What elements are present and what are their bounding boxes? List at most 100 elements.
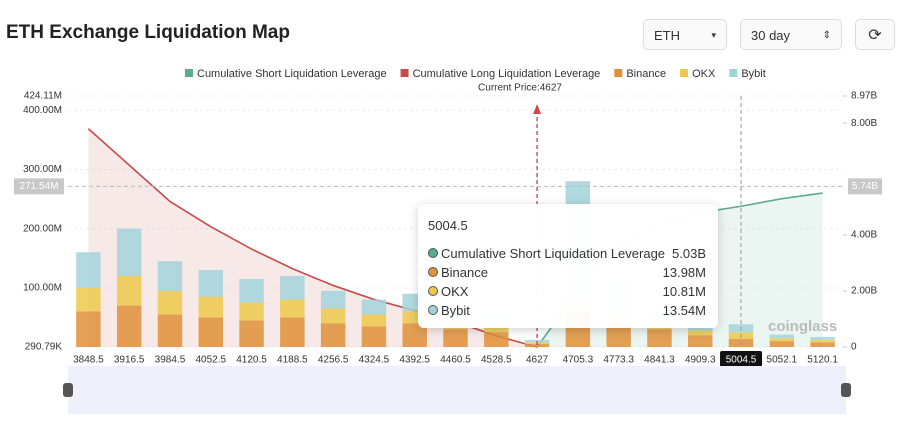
period-select[interactable]: 30 day ⇕ xyxy=(740,19,842,50)
current-price-arrow xyxy=(533,104,542,114)
page-title: ETH Exchange Liquidation Map xyxy=(6,22,290,43)
zoom-handle xyxy=(63,383,73,397)
x-tick-label: 4256.5 xyxy=(318,355,349,366)
bar xyxy=(361,326,387,347)
crosshair-y-label: 271.54M xyxy=(20,181,59,192)
y-tick-label: 100.00M xyxy=(23,283,62,294)
bar xyxy=(484,332,509,347)
tooltip-dot xyxy=(428,267,438,277)
bar xyxy=(443,329,468,347)
bar xyxy=(810,342,835,347)
legend-label: Cumulative Long Liquidation Leverage xyxy=(413,68,601,80)
legend-swatch xyxy=(185,69,193,77)
legend-label: Cumulative Short Liquidation Leverage xyxy=(197,68,387,80)
tooltip-row: OKX 10.81M xyxy=(428,284,706,302)
bar xyxy=(280,317,305,347)
x-tick-label: 3916.5 xyxy=(114,355,145,366)
bar xyxy=(116,275,142,306)
bar xyxy=(647,329,672,347)
legend-label: OKX xyxy=(692,68,716,80)
legend-swatch xyxy=(614,69,623,77)
bar xyxy=(116,228,142,276)
bar xyxy=(157,261,183,291)
bar xyxy=(76,287,101,312)
y2-tick-label: 0 xyxy=(851,342,857,353)
bar xyxy=(810,339,835,343)
crosshair-y2-label: 5.74B xyxy=(852,181,878,192)
zoom-handle xyxy=(841,383,851,397)
period: 30 day xyxy=(751,28,791,43)
bar xyxy=(810,336,835,340)
y-tick-label: 200.00M xyxy=(23,223,62,234)
x-tick-label: 4909.3 xyxy=(685,355,716,366)
bar xyxy=(116,305,142,347)
bar xyxy=(769,334,795,339)
x-tick-label: 3984.5 xyxy=(155,355,186,366)
bar xyxy=(239,278,264,303)
bar xyxy=(76,252,101,288)
bar xyxy=(728,338,754,347)
x-tick-label: 5004.5 xyxy=(726,355,757,366)
legend-swatch xyxy=(729,69,738,77)
x-tick-label: 4627 xyxy=(526,355,549,366)
x-tick-label: 4841.3 xyxy=(644,355,675,366)
tooltip-dot xyxy=(428,305,438,315)
bar xyxy=(239,302,264,321)
x-tick-label: 4773.3 xyxy=(603,355,634,366)
caret: ▾ xyxy=(711,30,716,40)
bar xyxy=(157,290,183,315)
tooltip-value: 10.81M xyxy=(662,284,706,299)
y2-tick-label: 8.00B xyxy=(851,118,877,129)
x-tick-label: 4705.3 xyxy=(563,355,594,366)
legend-swatch xyxy=(680,69,689,77)
symbol: ETH xyxy=(654,28,680,43)
symbol-select[interactable]: ETH ▾ xyxy=(643,19,727,50)
tooltip-name: Bybit xyxy=(441,303,470,318)
x-tick-label: 4392.5 xyxy=(399,355,430,366)
x-highlight-box xyxy=(720,351,763,368)
tooltip-row: Binance 13.98M xyxy=(428,265,706,283)
annotation: Current Price:4627 xyxy=(478,83,562,94)
tooltip-dot xyxy=(428,248,438,258)
y-tick-label: 290.79K xyxy=(25,342,63,353)
tooltip-dot xyxy=(428,286,438,296)
legend-label: Bybit xyxy=(741,68,765,80)
bar xyxy=(76,311,101,347)
legend-swatch xyxy=(400,69,409,77)
y-tick-label: 424.11M xyxy=(24,91,62,102)
bar xyxy=(524,339,550,343)
bar xyxy=(728,324,754,333)
refresh-button[interactable]: ⟳ xyxy=(855,19,895,50)
bar xyxy=(769,338,795,342)
bar xyxy=(524,342,550,345)
crosshair-y-box xyxy=(14,178,64,195)
data-zoom xyxy=(68,366,846,414)
bar xyxy=(361,299,387,315)
x-tick-label: 4324.5 xyxy=(359,355,390,366)
tooltip-value: 5.03B xyxy=(672,246,706,261)
bar xyxy=(769,341,795,347)
tooltip-row: Bybit 13.54M xyxy=(428,303,706,321)
x-tick-label: 4052.5 xyxy=(195,355,226,366)
y2-tick-label: 4.00B xyxy=(851,230,877,241)
tooltip-title: 5004.5 xyxy=(428,218,468,233)
caret: ⇕ xyxy=(822,30,831,41)
tooltip-row: Cumulative Short Liquidation Leverage 5.0… xyxy=(428,246,706,264)
bar xyxy=(728,332,754,339)
bar xyxy=(198,296,223,318)
x-tick-label: 4120.5 xyxy=(236,355,267,366)
bar xyxy=(280,275,305,300)
tooltip-value: 13.98M xyxy=(662,265,706,280)
bar xyxy=(157,314,183,347)
bar xyxy=(320,323,346,347)
tooltip-name: OKX xyxy=(441,284,469,299)
bar xyxy=(239,320,264,347)
x-tick-label: 5120.1 xyxy=(807,355,838,366)
tooltip-name: Binance xyxy=(441,265,488,280)
bar xyxy=(280,299,305,318)
crosshair-y2-box xyxy=(848,178,882,195)
bar xyxy=(688,330,713,336)
bar xyxy=(198,270,223,297)
bar xyxy=(198,317,223,347)
